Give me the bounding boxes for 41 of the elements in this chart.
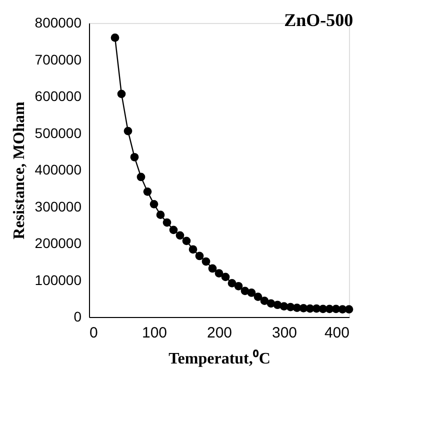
- point: [130, 152, 139, 162]
- point: [221, 272, 230, 282]
- y-tick-label: 800000: [34, 14, 82, 30]
- point: [110, 34, 120, 42]
- point: [162, 218, 172, 227]
- point: [260, 296, 269, 306]
- point: [214, 269, 224, 278]
- y-axis-title: Resistance, MOham: [10, 100, 28, 240]
- point: [188, 245, 198, 254]
- point: [254, 292, 262, 301]
- x-tick-label: 0: [90, 324, 98, 342]
- x-tick-label: 100: [142, 324, 168, 342]
- y-tick-label: 600000: [34, 88, 82, 104]
- y-tick-label: 400000: [34, 162, 82, 178]
- point: [143, 188, 152, 196]
- point: [247, 288, 256, 297]
- point: [124, 126, 132, 136]
- x-tick-label: 400: [324, 324, 350, 342]
- point: [195, 252, 204, 260]
- point: [234, 282, 243, 290]
- point: [344, 305, 354, 314]
- x-tick-label: 300: [272, 324, 298, 342]
- x-axis-title: Temperatut,⁰C: [168, 350, 270, 368]
- y-tick-label: 300000: [34, 198, 82, 214]
- point: [208, 264, 217, 273]
- point: [156, 210, 165, 220]
- y-tick-label: 700000: [34, 51, 82, 68]
- y-tick-label: 100000: [34, 272, 82, 288]
- point: [182, 236, 191, 246]
- point: [150, 200, 158, 208]
- point: [202, 257, 210, 266]
- y-tick-label: 0: [74, 308, 82, 324]
- point: [117, 90, 126, 98]
- point: [136, 172, 146, 182]
- y-tick-label: 500000: [34, 124, 82, 141]
- chart-title: ZnO-500: [284, 10, 354, 30]
- point: [169, 226, 178, 234]
- point: [176, 231, 184, 240]
- point: [228, 279, 236, 288]
- y-tick-label: 200000: [34, 235, 82, 251]
- x-tick-label: 200: [206, 324, 232, 342]
